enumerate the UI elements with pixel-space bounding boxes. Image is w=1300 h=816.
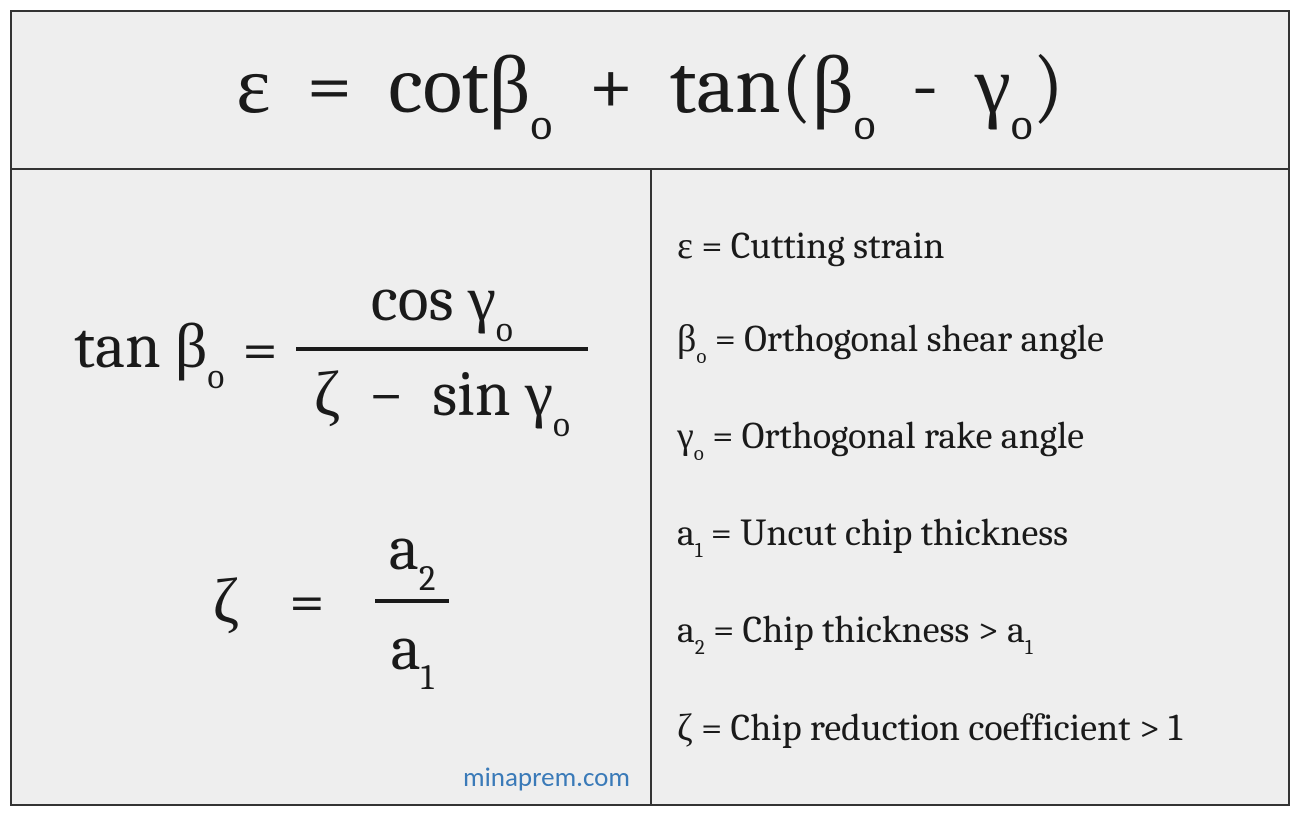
bottom-row: tan βo = cos γo ζ − sin γo ζ = [12, 170, 1288, 804]
definitions-column: ε = Cutting strain βo = Orthogonal shear… [652, 170, 1288, 804]
definition-gamma: γo = Orthogonal rake angle [677, 414, 1268, 463]
zeta-formula: ζ = a2 a1 [213, 503, 450, 698]
watermark-link[interactable]: minaprem.com [463, 761, 630, 794]
zeta-fraction: a2 a1 [375, 503, 450, 698]
definition-zeta: ζ = Chip reduction coefficient > 1 [677, 706, 1268, 750]
definition-epsilon: ε = Cutting strain [677, 224, 1268, 268]
definition-a1: a1 = Uncut chip thickness [677, 511, 1268, 560]
secondary-formulas-column: tan βo = cos γo ζ − sin γo ζ = [12, 170, 652, 804]
formula-table: ε = cotβo + tan(βo - γo) tan βo = cos γo [10, 10, 1290, 806]
main-formula-row: ε = cotβo + tan(βo - γo) [12, 12, 1288, 170]
definition-a2: a2 = Chip thickness > a1 [677, 608, 1268, 657]
main-formula: ε = cotβo + tan(βo - γo) [236, 38, 1064, 141]
tan-beta-fraction: cos γo ζ − sin γo [296, 256, 588, 443]
definition-beta: βo = Orthogonal shear angle [677, 317, 1268, 366]
tan-beta-formula: tan βo = cos γo ζ − sin γo [74, 256, 588, 443]
